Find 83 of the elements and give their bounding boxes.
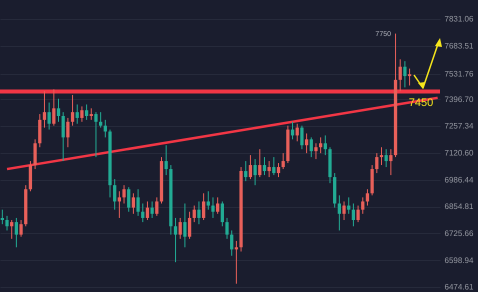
candlestick	[356, 205, 360, 223]
candlestick	[342, 200, 346, 221]
candlestick	[352, 203, 356, 227]
candlestick	[99, 112, 102, 128]
candlestick	[33, 138, 37, 170]
candlestick	[206, 190, 210, 210]
candlestick	[48, 102, 51, 130]
candlestick	[52, 88, 56, 126]
candlestick	[188, 211, 192, 240]
candlestick	[384, 148, 388, 168]
candlestick	[282, 152, 285, 170]
candlestick	[19, 220, 23, 238]
candlestick	[38, 114, 42, 148]
candlestick	[347, 196, 350, 214]
candlestick	[276, 162, 280, 178]
candlestick	[104, 119, 107, 138]
candlestick	[300, 125, 304, 150]
candlestick	[94, 112, 98, 158]
y-tick-label: 6986.44	[444, 175, 474, 184]
candlestick	[398, 58, 402, 92]
candlestick	[76, 104, 79, 124]
candlestick	[10, 220, 14, 240]
candlestick	[225, 217, 229, 240]
candlestick	[244, 160, 248, 182]
candlestick	[248, 154, 252, 180]
candlestick	[403, 60, 407, 88]
candlestick	[314, 142, 318, 160]
candlestick	[202, 192, 206, 221]
candlestick	[141, 203, 144, 223]
candlestick	[80, 106, 84, 122]
candlestick	[230, 230, 234, 256]
candlestick	[234, 240, 238, 284]
candlestick	[118, 190, 121, 218]
candlestick	[113, 178, 116, 210]
candlestick	[290, 121, 294, 140]
candlestick	[183, 203, 187, 248]
candlestick	[272, 156, 276, 176]
y-tick-label: 6854.81	[444, 202, 474, 212]
candlestick	[70, 94, 74, 126]
candlestick	[220, 200, 224, 227]
y-tick-label: 7831.06	[444, 14, 474, 24]
y-tick-label: 7683.51	[444, 41, 474, 50]
candlestick	[408, 68, 412, 86]
candlestick	[192, 205, 196, 223]
candlestick	[253, 158, 257, 186]
y-tick-label: 6598.94	[444, 256, 474, 265]
candlestick	[127, 186, 130, 212]
candlestick	[178, 217, 182, 240]
y-tick-label: 7396.70	[444, 94, 474, 104]
candlestick	[324, 134, 327, 156]
candlestick	[66, 117, 70, 148]
y-tick-label: 7257.34	[444, 122, 474, 131]
candlestick	[42, 90, 46, 128]
candlestick	[146, 200, 150, 221]
y-tick-label: 7531.76	[444, 69, 474, 78]
candlestick	[216, 196, 220, 214]
candlestick	[389, 148, 392, 176]
candlestick	[375, 152, 378, 174]
candlestick	[84, 104, 88, 120]
candlestick	[296, 123, 299, 142]
candlestick	[5, 215, 9, 231]
y-tick-label: 6474.61	[444, 282, 474, 292]
candlestick	[164, 144, 168, 176]
candlestick	[366, 188, 370, 206]
candlestick	[338, 194, 341, 231]
candlestick	[132, 192, 136, 214]
candlestick	[122, 184, 126, 204]
candlestick	[268, 160, 271, 178]
candlestick	[197, 200, 201, 225]
candlestick	[262, 156, 266, 176]
candlestick	[258, 148, 262, 178]
candlestick	[155, 196, 158, 216]
y-tick-label: 6725.66	[444, 228, 474, 238]
candlestick	[14, 217, 18, 248]
candlestick	[380, 146, 384, 166]
y-tick-label: 7120.60	[444, 148, 474, 158]
candlestick	[150, 200, 154, 218]
candlestick	[310, 136, 313, 158]
candlestick	[319, 136, 322, 154]
candlestick	[361, 196, 364, 214]
candlestick	[0, 209, 4, 225]
candlestick	[90, 108, 93, 120]
candlestick	[62, 112, 65, 162]
